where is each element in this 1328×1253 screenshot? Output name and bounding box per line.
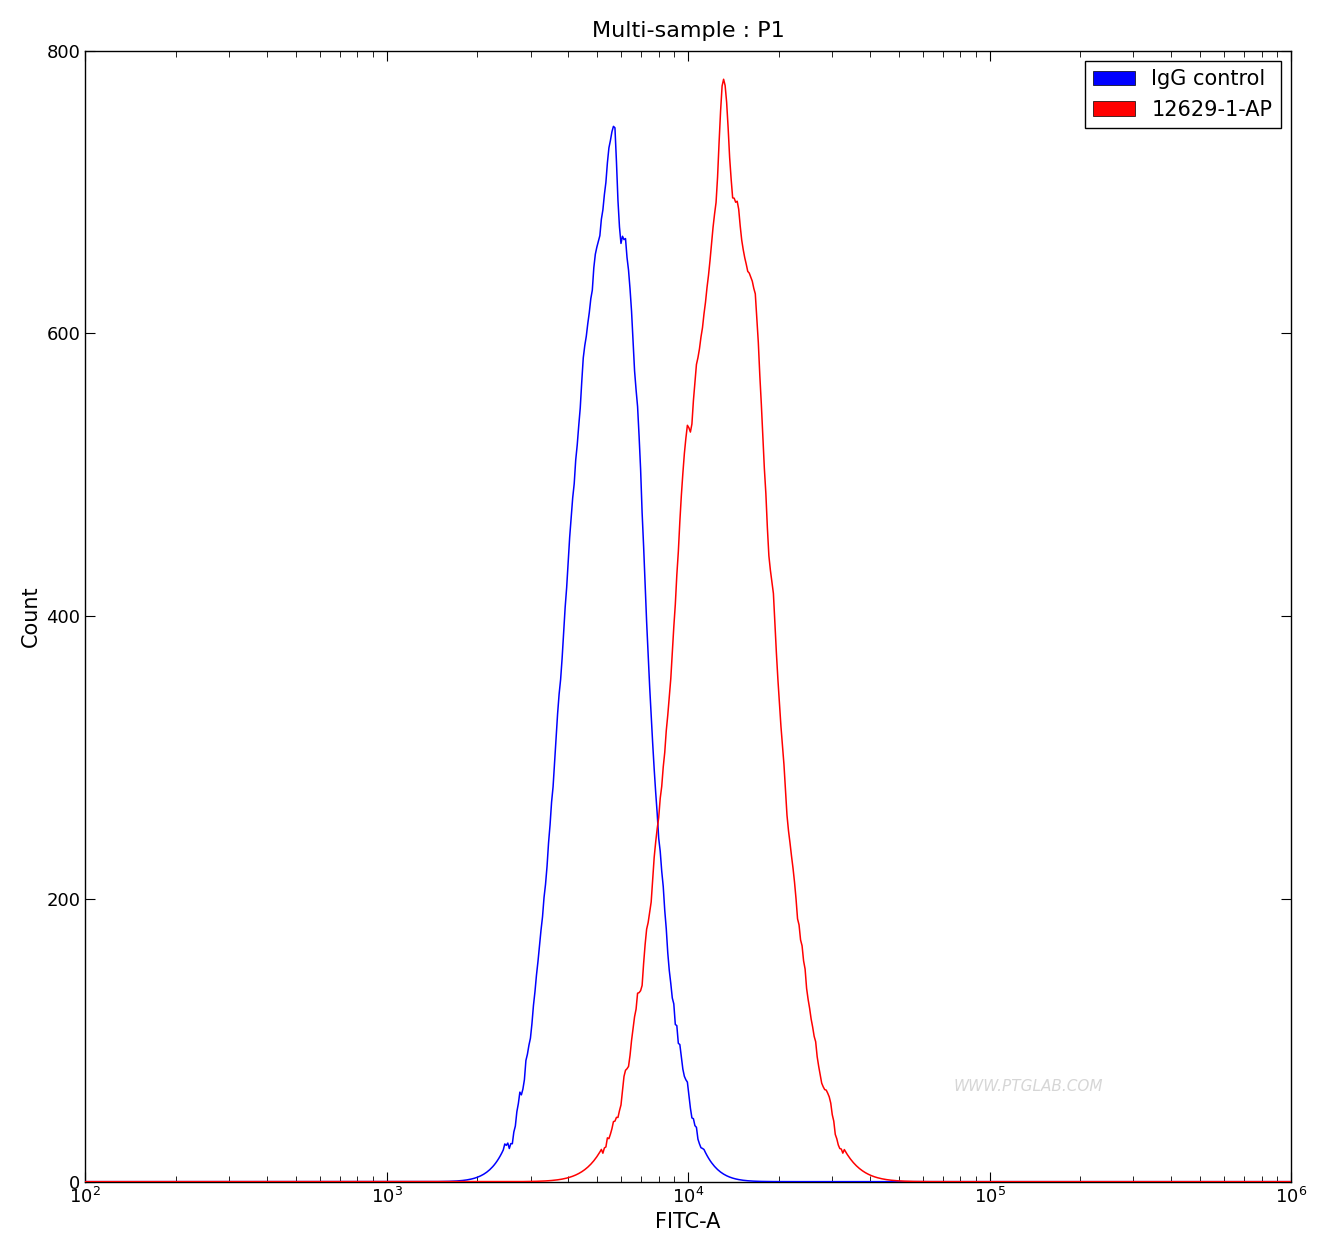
- X-axis label: FITC-A: FITC-A: [656, 1212, 721, 1232]
- Title: Multi-sample : P1: Multi-sample : P1: [592, 21, 785, 41]
- Text: WWW.PTGLAB.COM: WWW.PTGLAB.COM: [954, 1079, 1104, 1094]
- Legend: IgG control, 12629-1-AP: IgG control, 12629-1-AP: [1085, 61, 1280, 128]
- Y-axis label: Count: Count: [21, 585, 41, 647]
